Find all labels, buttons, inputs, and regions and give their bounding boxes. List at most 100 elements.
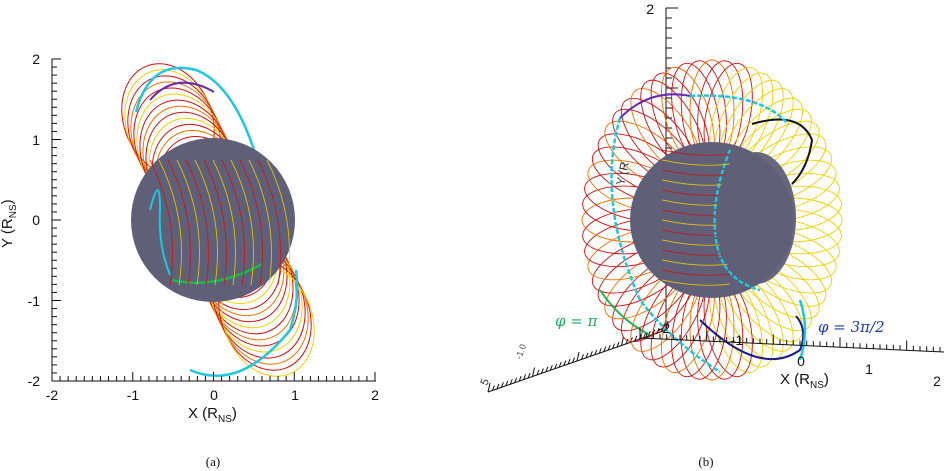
panel-b-black-curve xyxy=(751,118,814,185)
panel-b-front-line xyxy=(661,269,731,276)
panel-a-x-ticks xyxy=(51,372,376,381)
panel-a-y-ticks xyxy=(52,58,61,382)
panel-a-x-tick-label: -2 xyxy=(46,387,59,403)
panel-b-z-ticks xyxy=(666,7,678,169)
phi-3pi-over-2-annotation: φ = 3π/2 xyxy=(818,318,885,336)
panel-a-front-line xyxy=(239,159,263,286)
panel-a-x-tick-label: 2 xyxy=(371,387,379,403)
panel-b-x-tick-label: 1 xyxy=(865,361,873,377)
panel-b-near-tick-label: -1 xyxy=(731,332,744,348)
panel-a-front-lines xyxy=(149,159,290,286)
panel-b-navy-curve xyxy=(699,315,805,361)
panel-a-front-line xyxy=(266,159,290,286)
panel-b-depth-tick xyxy=(536,369,540,376)
panel-a-front-line xyxy=(158,159,182,286)
panel-b-x-ticks xyxy=(639,328,941,352)
panel-b-cyan-boundary xyxy=(689,94,789,125)
panel-b-cyan-curve xyxy=(713,149,761,292)
panel-b-depth-tick xyxy=(527,372,531,379)
panel-b-depth-tick xyxy=(616,341,620,348)
panel-b-depth-tick-label: 5 xyxy=(479,377,492,387)
panel-a-front-line xyxy=(185,159,209,286)
panel-b-x-tick-label: 0 xyxy=(797,353,805,369)
panel-b-depth-tick xyxy=(612,343,616,349)
panel-b-depth-tick xyxy=(491,385,495,391)
panel-a-front-line xyxy=(203,159,227,286)
panel-a-front-line xyxy=(176,159,200,286)
panel-b-depth-tick xyxy=(607,344,611,351)
panel-a-front-line xyxy=(221,159,245,286)
panel-b-depth-tick xyxy=(603,346,607,352)
panel-a-front-line xyxy=(167,159,191,286)
panel-b-depth-tick xyxy=(576,351,580,362)
panel-a-front-line xyxy=(257,159,281,286)
panel-b-depth-tick xyxy=(509,379,513,385)
phi-pi-annotation: φ = π xyxy=(555,312,599,330)
panel-b-depth-tick xyxy=(549,365,553,371)
panel-b-front-line xyxy=(661,149,731,156)
panel-b-purple-curve xyxy=(619,93,691,119)
panel-a-front-line xyxy=(248,159,272,286)
panel-b-depth-tick xyxy=(594,349,598,355)
panel-b-green-curve xyxy=(599,289,651,336)
panel-b-depth-tick xyxy=(634,335,638,342)
panel-a-caption: (a) xyxy=(206,454,220,469)
panel-b-depth-tick xyxy=(558,362,562,368)
panel-b-caption: (b) xyxy=(698,454,713,469)
panel-b-depth-tick xyxy=(500,382,504,388)
panel-a-purple-curve xyxy=(149,81,215,101)
panel-a-y-axis-title: Y (RNS) xyxy=(0,199,19,248)
panel-a-front-line xyxy=(149,159,173,286)
panel-b-front-line xyxy=(661,279,731,286)
panel-b-depth-tick xyxy=(572,357,576,363)
panel-a-y-tick-label: 1 xyxy=(32,132,40,148)
panel-b-y-axis-title: Y (R xyxy=(613,160,632,187)
panel-a-y-tick-label: 0 xyxy=(32,212,40,228)
panel-b-depth-tick xyxy=(523,374,527,380)
panel-b-depth-tick xyxy=(567,358,571,365)
panel-b-depth-tick xyxy=(545,366,549,373)
panel-b-x-axis xyxy=(639,337,944,353)
panel-b-depth-tick xyxy=(487,382,491,393)
panel-a-y-tick-label: 2 xyxy=(32,51,40,67)
panel-b-cyan-boundary xyxy=(610,117,721,374)
panel-b-cyan-boundary xyxy=(798,299,807,361)
panel-a-x-tick-label: -1 xyxy=(127,387,140,403)
panel-a-y-tick-label: -1 xyxy=(28,293,41,309)
panel-a-y-tick-label: -2 xyxy=(28,373,41,389)
panel-b-depth-tick xyxy=(585,352,589,359)
panel-a-cyan-boundary xyxy=(189,269,299,377)
panel-b-depth-tick xyxy=(518,375,522,382)
panel-b: 2 5 -1.0 0 1 2 -2 -1 X (RNS) Y (R φ = π … xyxy=(479,1,944,469)
panel-b-depth-tick-label: -1.0 xyxy=(513,343,528,361)
panel-b-depth-tick xyxy=(514,377,518,383)
panel-a-x-tick-label: 0 xyxy=(210,387,218,403)
panel-b-depth-tick xyxy=(505,380,509,386)
panel-b-depth-tick xyxy=(625,338,629,345)
panel-b-depth-tick xyxy=(496,383,500,390)
panel-a-front-line xyxy=(212,159,236,286)
panel-b-front-line xyxy=(661,169,731,176)
panel-b-x-axis-title: X (RNS) xyxy=(780,371,829,391)
panel-b-front-line xyxy=(661,159,731,166)
panel-b-depth-tick xyxy=(598,348,602,354)
panel-b-depth-tick xyxy=(540,368,544,374)
panel-b-depth-tick xyxy=(621,336,624,346)
panel-b-front-line xyxy=(661,259,731,266)
panel-b-near-tick-label: -2 xyxy=(658,320,671,336)
panel-b-z-tick-label: 2 xyxy=(646,1,654,17)
panel-b-depth-tick xyxy=(580,354,584,360)
panel-b-x-tick-label: 2 xyxy=(933,373,941,389)
panel-a-front-line xyxy=(194,159,218,286)
panel-a-front-line xyxy=(230,159,254,286)
panel-b-depth-tick xyxy=(554,363,558,369)
panel-b-depth-tick xyxy=(532,367,535,377)
panel-a-x-axis-title: X (RNS) xyxy=(188,405,237,425)
panel-b-star-cap xyxy=(716,152,796,284)
panel-a: -2 -1 0 1 2 2 1 0 -1 -2 X (RNS) Y (RNS) … xyxy=(0,51,379,469)
panel-b-depth-tick xyxy=(589,351,593,357)
panel-a-cyan-boundary xyxy=(134,66,256,151)
panel-a-x-tick-label: 1 xyxy=(291,387,299,403)
panel-b-depth-tick xyxy=(563,360,567,366)
